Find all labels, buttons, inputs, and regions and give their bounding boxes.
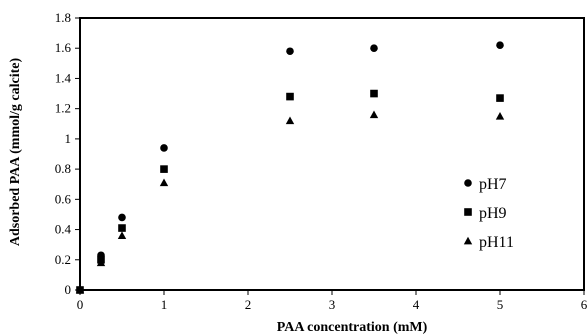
data-point-ph11	[495, 112, 505, 120]
data-point-ph7	[370, 44, 378, 53]
y-tick-label: 1.2	[55, 101, 71, 116]
x-tick-label: 1	[161, 297, 168, 312]
data-point-ph9	[160, 165, 168, 173]
data-point-ph7	[160, 144, 168, 152]
y-tick-label: 1.4	[55, 70, 72, 85]
y-tick-label: 0.2	[55, 252, 71, 267]
data-point-ph9	[286, 92, 294, 101]
data-point-ph7	[118, 213, 126, 222]
x-tick-label: 3	[329, 297, 336, 312]
data-point-ph9	[496, 94, 504, 102]
data-points	[75, 41, 505, 294]
legend-marker-ph7	[464, 179, 472, 187]
x-tick-label: 5	[497, 297, 504, 312]
y-axis-title: Adsorbed PAA (mmol/g calcite)	[8, 58, 23, 247]
y-tick-label: 0.8	[55, 161, 71, 176]
plot-area-frame	[79, 17, 585, 291]
data-point-ph11	[117, 231, 127, 239]
x-axis-title: PAA concentration (mM)	[277, 320, 428, 335]
y-tick-label: 1.8	[55, 10, 71, 25]
data-point-ph9	[118, 224, 126, 232]
y-tick-label: 0	[65, 282, 72, 297]
data-point-ph7	[496, 41, 504, 49]
data-point-ph11	[369, 110, 379, 119]
legend: pH7 pH9 pH11	[463, 176, 514, 251]
legend-label-ph7: pH7	[479, 176, 507, 193]
y-tick-label: 1	[65, 131, 72, 146]
x-tick-label: 6	[581, 297, 588, 312]
y-tick-label: 0.4	[55, 222, 72, 237]
y-tick-label: 1.6	[55, 40, 72, 55]
legend-marker-ph11	[463, 236, 473, 245]
x-tick-label: 2	[245, 297, 252, 312]
x-axis-ticks: 0 1 2 3 4 5 6	[77, 290, 588, 312]
legend-label-ph9: pH9	[479, 205, 507, 222]
x-tick-label: 0	[77, 297, 84, 312]
data-point-ph11	[159, 178, 169, 187]
data-point-ph11	[285, 116, 295, 125]
legend-marker-ph9	[464, 208, 472, 216]
y-tick-label: 0.6	[55, 191, 72, 206]
data-point-ph7	[286, 47, 294, 56]
x-tick-label: 4	[413, 297, 420, 312]
data-point-ph11	[96, 258, 106, 267]
data-point-ph9	[370, 89, 378, 98]
y-axis-ticks: 0 0.2 0.4 0.6 0.8 1 1.2 1.4 1.6 1.8	[55, 10, 80, 297]
legend-label-ph11: pH11	[479, 234, 514, 251]
